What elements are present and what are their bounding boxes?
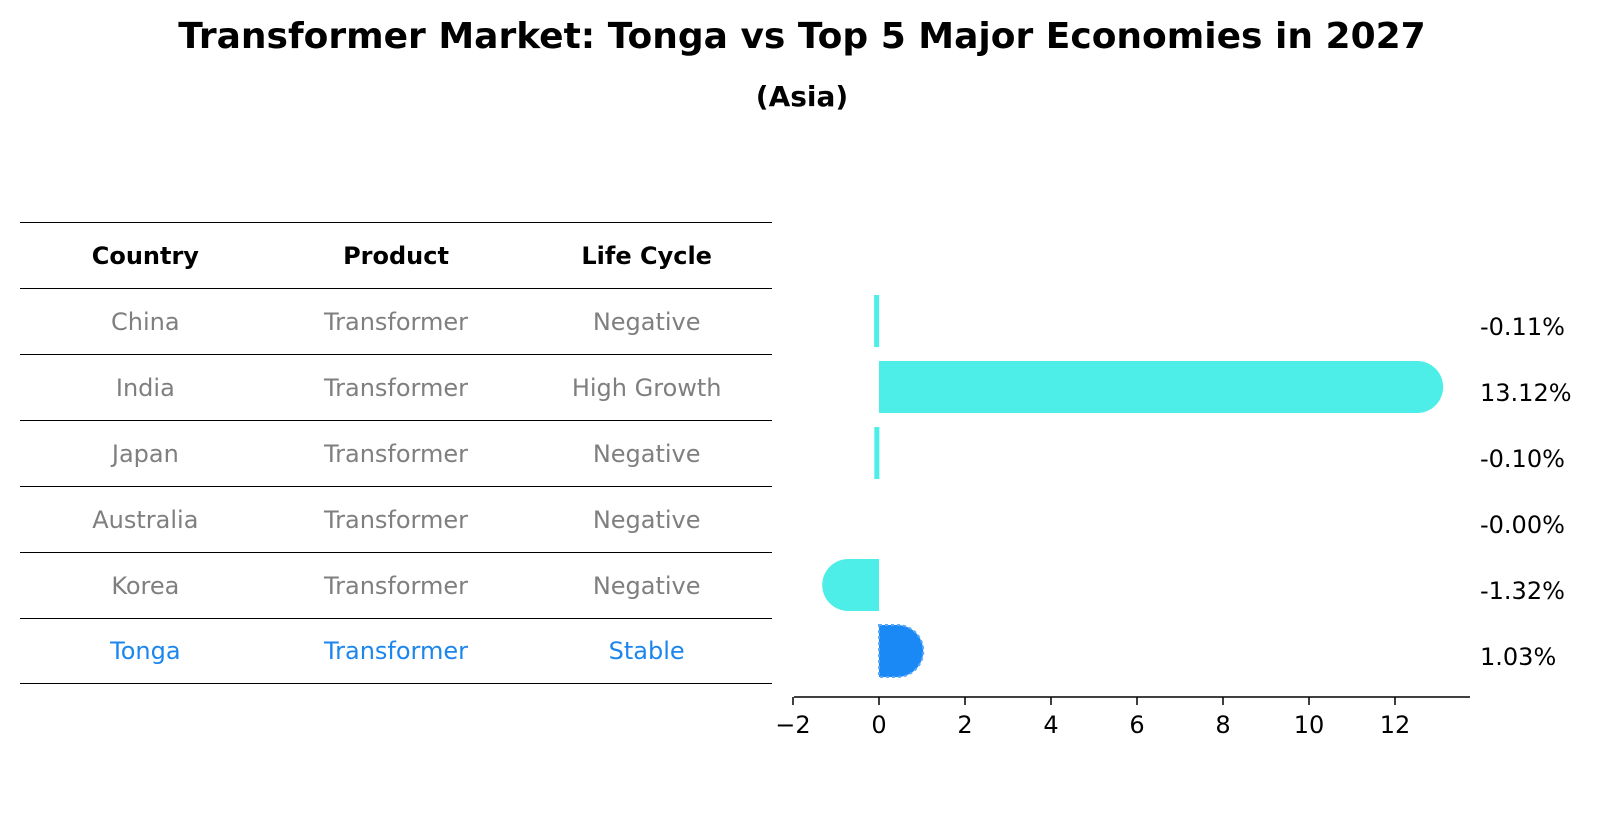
x-tick-label: 8 xyxy=(1215,711,1230,739)
cell-country: Australia xyxy=(92,505,199,534)
cell-life-cycle: Negative xyxy=(592,571,701,600)
cell-country: Tonga xyxy=(110,637,181,665)
bar-japan xyxy=(874,427,880,479)
bar-korea xyxy=(822,559,879,611)
cell-product: Transformer xyxy=(324,571,469,600)
cell-country: India xyxy=(115,373,175,402)
cell-country: China xyxy=(111,307,180,336)
bar-china xyxy=(874,295,880,347)
header-product: Product xyxy=(343,241,449,270)
x-tick-label: 2 xyxy=(957,711,972,739)
table-row: Korea Transformer Negative xyxy=(20,552,772,618)
header-life-cycle: Life Cycle xyxy=(581,241,712,270)
x-tick-label: 0 xyxy=(871,711,886,739)
chart-subtitle: (Asia) xyxy=(755,80,849,113)
cell-product: Transformer xyxy=(324,505,469,534)
table-header-row: Country Product Life Cycle xyxy=(20,222,772,288)
cell-country: Japan xyxy=(111,439,179,468)
bar-india xyxy=(879,361,1444,413)
x-tick-label: 10 xyxy=(1294,711,1325,739)
table-row: China Transformer Negative xyxy=(20,288,772,354)
x-tick-label: 6 xyxy=(1129,711,1144,739)
cell-country: Korea xyxy=(111,571,180,600)
value-label: 13.12% xyxy=(1480,379,1572,407)
table-row: India Transformer High Growth xyxy=(20,354,772,420)
cell-product: Transformer xyxy=(324,439,469,468)
cell-product: Transformer xyxy=(324,637,469,665)
value-label: -0.00% xyxy=(1480,511,1565,539)
x-tick-label: −2 xyxy=(775,711,810,739)
value-label: -1.32% xyxy=(1480,577,1565,605)
header-country: Country xyxy=(91,241,199,270)
country-table: Country Product Life Cycle China Transfo… xyxy=(20,222,772,684)
value-label: -0.11% xyxy=(1480,313,1565,341)
cell-life-cycle: Negative xyxy=(592,307,701,336)
cell-life-cycle: Negative xyxy=(592,439,701,468)
value-label: -0.10% xyxy=(1480,445,1565,473)
cell-product: Transformer xyxy=(324,307,469,336)
table-row: Japan Transformer Negative xyxy=(20,420,772,486)
table-row: Australia Transformer Negative xyxy=(20,486,772,552)
cell-life-cycle: Stable xyxy=(608,637,685,665)
value-label: 1.03% xyxy=(1480,643,1556,671)
x-tick-label: 12 xyxy=(1380,711,1411,739)
cell-product: Transformer xyxy=(324,373,469,402)
bar-tonga xyxy=(878,624,925,678)
table-row-highlight: Tonga Transformer Stable xyxy=(20,618,772,684)
cell-life-cycle: High Growth xyxy=(571,373,722,402)
cell-life-cycle: Negative xyxy=(592,505,701,534)
x-tick-label: 4 xyxy=(1043,711,1058,739)
chart-title: Transformer Market: Tonga vs Top 5 Major… xyxy=(178,16,1426,57)
